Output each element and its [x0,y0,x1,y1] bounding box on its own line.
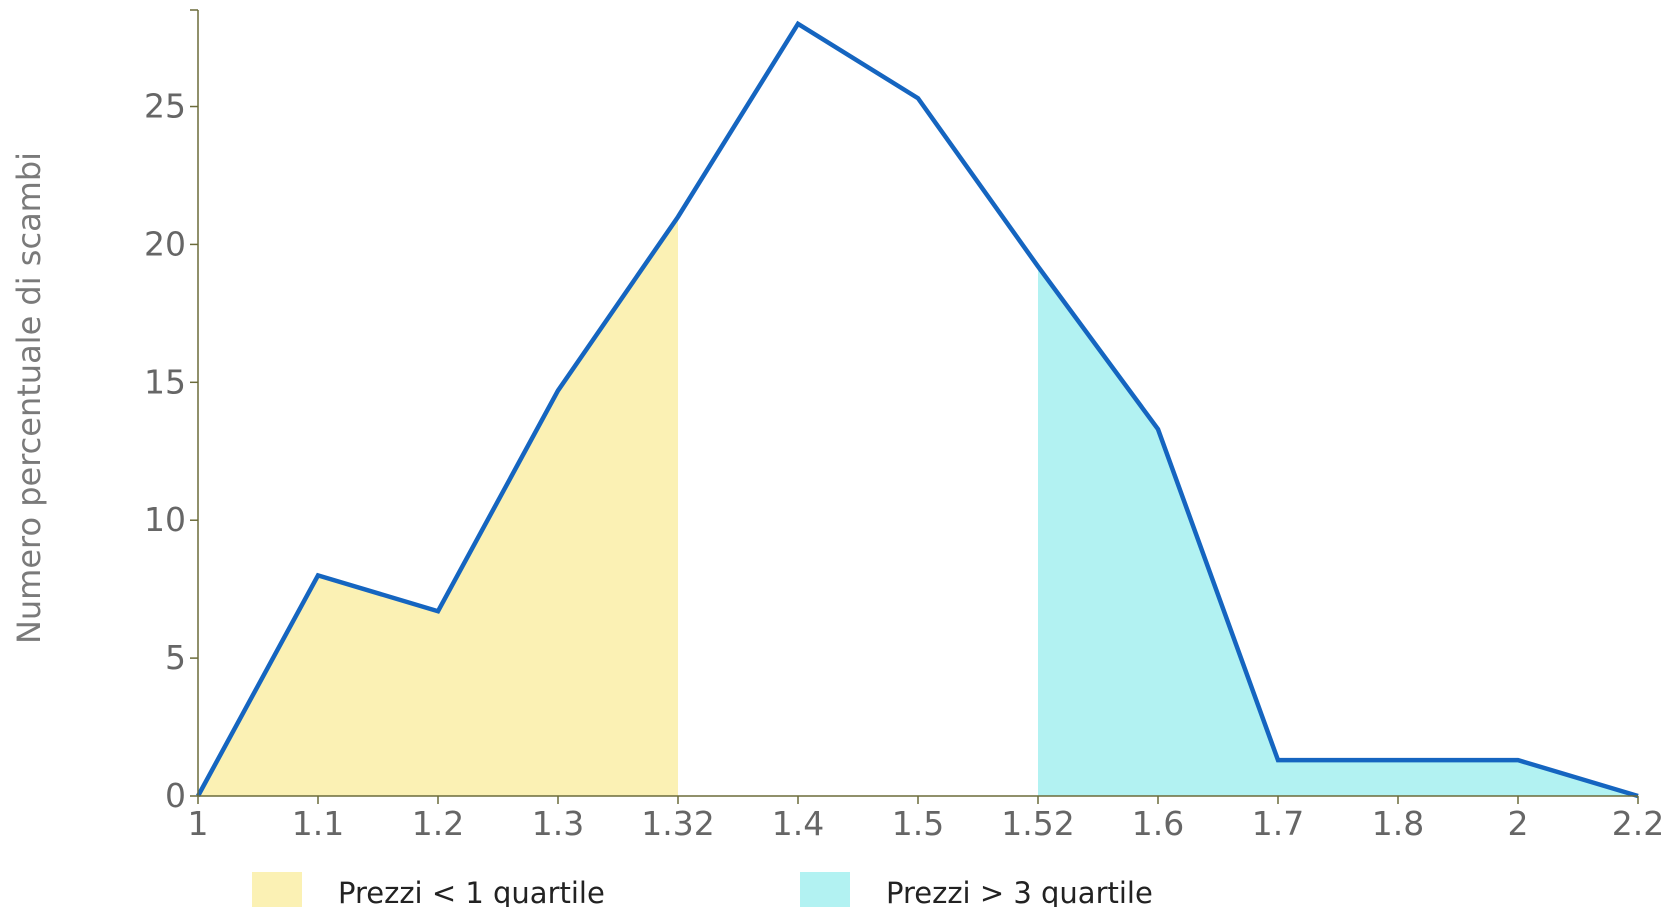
x-tick-label: 1.52 [1001,804,1074,843]
y-tick-label: 20 [144,224,186,263]
x-tick-label: 2 [1508,804,1529,843]
y-tick-label: 0 [165,776,186,815]
y-tick-label: 5 [165,638,186,677]
y-tick-label: 10 [144,500,186,539]
legend-swatch [800,872,850,907]
shaded-region-2 [1038,266,1638,796]
x-tick-label: 1.8 [1372,804,1424,843]
y-ticks: 0 5 10 15 20 25 [144,9,198,815]
y-tick-label: 25 [144,87,186,126]
x-tick-label: 1.4 [772,804,824,843]
x-tick-label: 1.5 [892,804,944,843]
x-tick-label: 1.6 [1132,804,1184,843]
shaded-regions [198,216,1638,796]
x-tick-label: 1.32 [641,804,714,843]
x-ticks: 1 1.1 1.2 1.3 1.32 1.4 1.5 1.52 1.6 1.7 1.8 2 2.2 [188,796,1664,843]
y-axis-title: Numero percentuale di scambi [10,152,48,644]
legend: Prezzi < 1 quartile Prezzi > 3 quartile [252,872,1153,907]
x-tick-label: 2.2 [1612,804,1664,843]
legend-swatch [252,872,302,907]
x-tick-label: 1 [188,804,209,843]
x-tick-label: 1.2 [412,804,464,843]
legend-label: Prezzi < 1 quartile [338,876,605,907]
x-tick-label: 1.3 [532,804,584,843]
x-tick-label: 1.1 [292,804,344,843]
series-layer [196,20,1639,799]
legend-label: Prezzi > 3 quartile [886,876,1153,907]
x-tick-label: 1.7 [1252,804,1304,843]
shaded-region-1 [198,216,678,796]
y-tick-label: 15 [144,362,186,401]
